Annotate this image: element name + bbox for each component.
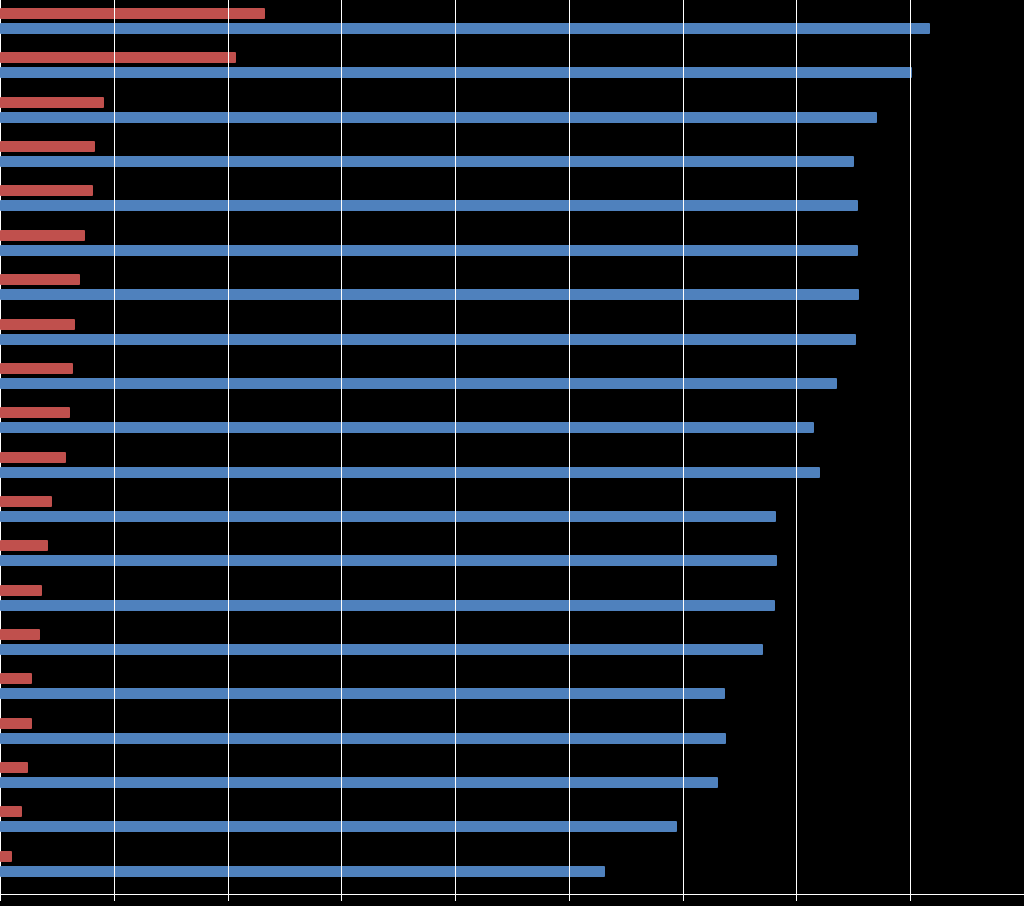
- bar-series-b: [0, 245, 858, 256]
- bar-series-a: [0, 718, 32, 729]
- bar-series-a: [0, 673, 32, 684]
- bar-row: [0, 361, 1024, 401]
- plot-area: [0, 0, 1024, 895]
- bar-row: [0, 450, 1024, 490]
- bar-series-a: [0, 762, 28, 773]
- bar-series-b: [0, 422, 814, 433]
- bar-rows: [0, 6, 1024, 889]
- x-tick: [796, 895, 797, 901]
- bar-series-b: [0, 688, 725, 699]
- bar-row: [0, 849, 1024, 889]
- bar-series-b: [0, 777, 718, 788]
- bar-series-a: [0, 97, 104, 108]
- gridline: [228, 0, 229, 895]
- bar-series-b: [0, 334, 856, 345]
- bar-series-a: [0, 230, 85, 241]
- bar-series-b: [0, 733, 726, 744]
- bar-series-b: [0, 289, 859, 300]
- bar-row: [0, 671, 1024, 711]
- x-tick: [341, 895, 342, 901]
- gridline: [683, 0, 684, 895]
- x-tick: [455, 895, 456, 901]
- bar-series-b: [0, 467, 820, 478]
- bar-series-a: [0, 141, 95, 152]
- gridline: [569, 0, 570, 895]
- x-tick: [683, 895, 684, 901]
- x-tick: [114, 895, 115, 901]
- bar-series-a: [0, 806, 22, 817]
- bar-series-a: [0, 496, 52, 507]
- bar-row: [0, 405, 1024, 445]
- bar-row: [0, 6, 1024, 46]
- x-axis-line: [0, 894, 1024, 895]
- bar-series-b: [0, 600, 775, 611]
- bar-series-b: [0, 156, 854, 167]
- bar-series-a: [0, 452, 66, 463]
- bar-series-b: [0, 866, 605, 877]
- bar-row: [0, 228, 1024, 268]
- bar-row: [0, 494, 1024, 534]
- bar-row: [0, 804, 1024, 844]
- bar-series-b: [0, 378, 837, 389]
- bar-series-a: [0, 8, 265, 19]
- bar-series-b: [0, 23, 930, 34]
- bar-row: [0, 50, 1024, 90]
- horizontal-bar-chart: [0, 0, 1024, 906]
- bar-series-a: [0, 319, 75, 330]
- bar-series-b: [0, 821, 677, 832]
- bar-row: [0, 139, 1024, 179]
- gridline: [796, 0, 797, 895]
- bar-series-a: [0, 407, 70, 418]
- gridline: [114, 0, 115, 895]
- bar-row: [0, 183, 1024, 223]
- bar-row: [0, 272, 1024, 312]
- bar-series-b: [0, 555, 777, 566]
- x-tick: [0, 895, 1, 901]
- bar-series-a: [0, 363, 73, 374]
- bar-row: [0, 95, 1024, 135]
- bar-series-a: [0, 540, 48, 551]
- x-tick: [569, 895, 570, 901]
- bar-row: [0, 317, 1024, 357]
- bar-row: [0, 583, 1024, 623]
- bar-series-a: [0, 629, 40, 640]
- bar-row: [0, 627, 1024, 667]
- x-tick: [910, 895, 911, 901]
- bar-series-a: [0, 274, 80, 285]
- gridline: [341, 0, 342, 895]
- bar-series-a: [0, 185, 93, 196]
- x-tick: [228, 895, 229, 901]
- bar-series-b: [0, 200, 858, 211]
- bar-series-a: [0, 851, 12, 862]
- bar-series-a: [0, 585, 42, 596]
- bar-row: [0, 760, 1024, 800]
- bar-series-b: [0, 112, 877, 123]
- bar-series-b: [0, 511, 776, 522]
- gridline: [910, 0, 911, 895]
- bar-row: [0, 538, 1024, 578]
- bar-series-a: [0, 52, 236, 63]
- gridline: [455, 0, 456, 895]
- bar-row: [0, 716, 1024, 756]
